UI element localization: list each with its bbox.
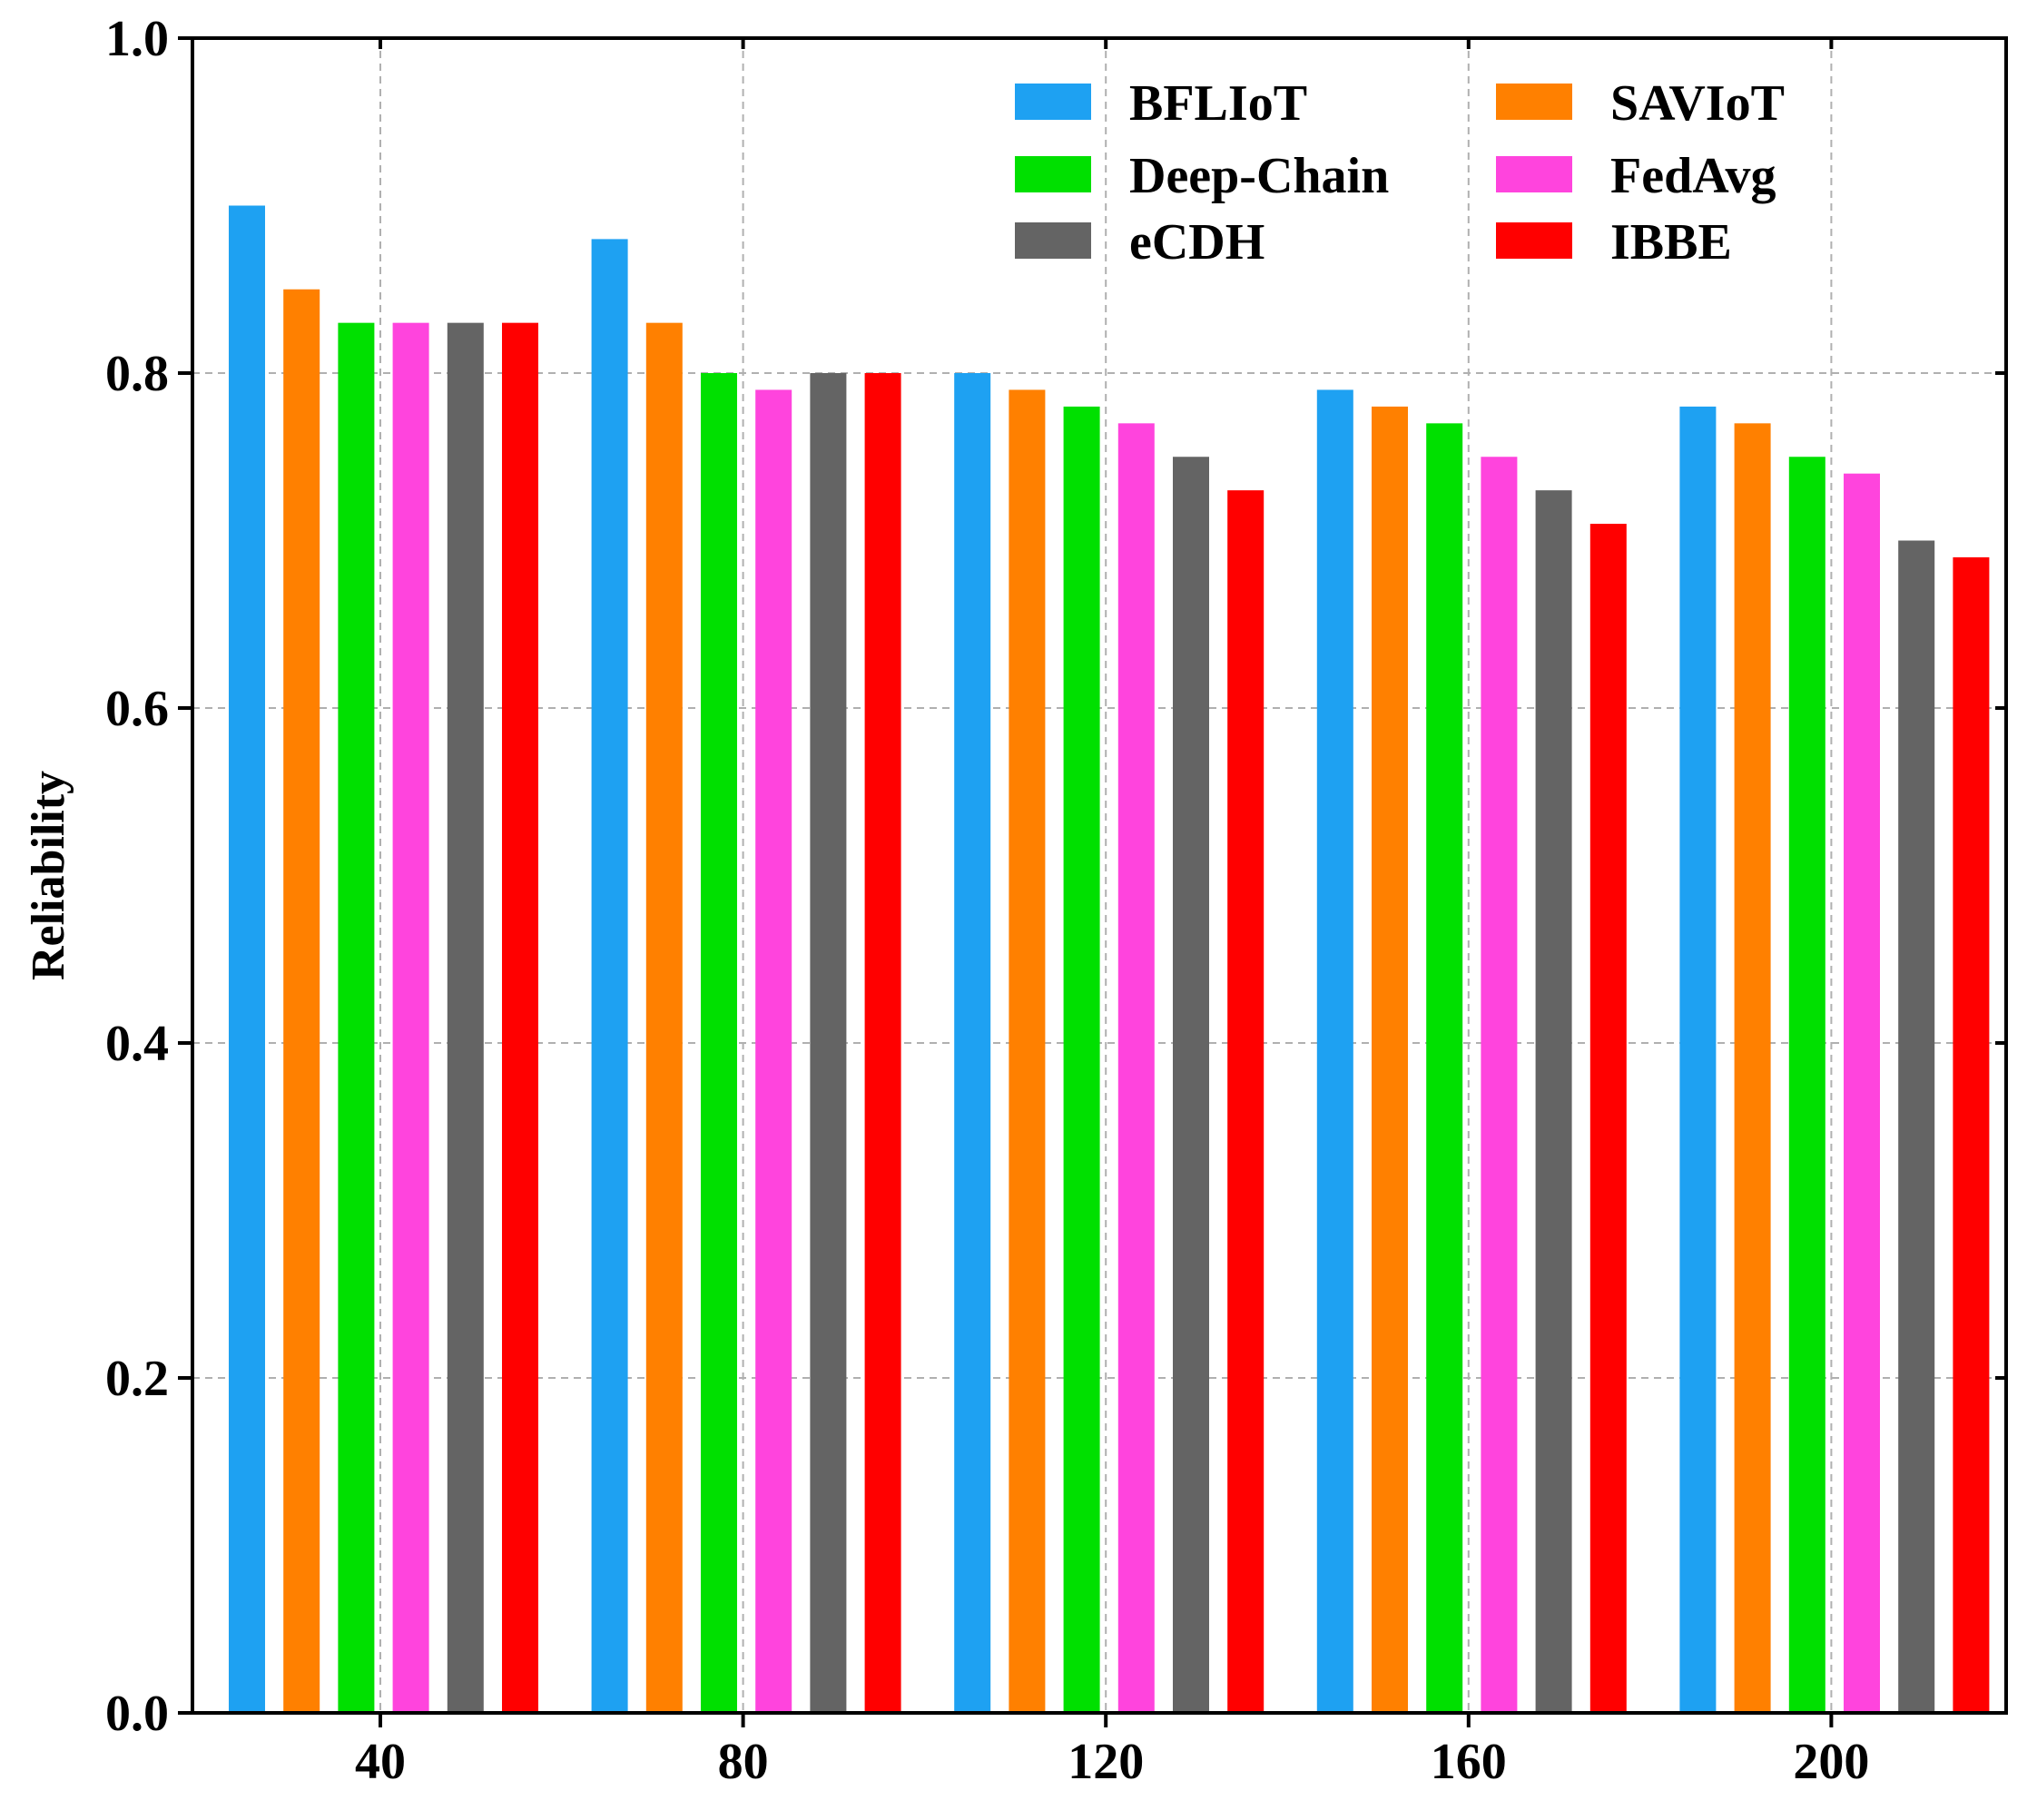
bar-ecdh-120 [1173, 457, 1209, 1713]
legend-label-saviot: SAVIoT [1610, 75, 1785, 132]
bar-saviot-120 [1009, 389, 1046, 1714]
bar-bfliot-80 [591, 239, 628, 1713]
axis-layer: 0.0 0.2 0.4 0.6 0.8 1.0 40 80 120 160 200 [105, 11, 2008, 1790]
y-tick-label: 0.0 [105, 1686, 169, 1742]
legend-label-fedavg: FedAvg [1610, 148, 1776, 204]
bar-ibbe-80 [864, 373, 901, 1713]
legend-label-ecdh: eCDH [1129, 214, 1265, 271]
legend-swatch-bfliot [1015, 84, 1091, 120]
bar-bfliot-160 [1316, 389, 1353, 1714]
y-tick-label: 1.0 [105, 11, 169, 67]
x-tick-label: 200 [1793, 1734, 1869, 1790]
bar-bfliot-40 [229, 205, 265, 1713]
bar-ecdh-80 [810, 373, 847, 1713]
bar-ibbe-160 [1589, 524, 1627, 1713]
x-tick-label: 40 [355, 1734, 406, 1790]
bar-deep-chain-160 [1426, 423, 1463, 1714]
bars-layer [229, 205, 1990, 1714]
bar-ecdh-160 [1535, 490, 1572, 1713]
y-axis-title: Reliability [23, 771, 74, 980]
y-tick-label: 0.2 [105, 1351, 169, 1407]
legend-swatch-ibbe [1496, 222, 1572, 259]
legend-swatch-deep-chain [1015, 156, 1091, 192]
bar-fedavg-160 [1481, 457, 1518, 1713]
bar-bfliot-200 [1679, 406, 1717, 1713]
bar-ecdh-200 [1898, 540, 1935, 1713]
bar-saviot-160 [1372, 406, 1408, 1713]
bar-fedavg-80 [755, 389, 792, 1714]
bar-deep-chain-200 [1788, 457, 1825, 1713]
bar-deep-chain-80 [701, 373, 737, 1713]
bar-fedavg-200 [1844, 473, 1880, 1714]
bar-saviot-80 [645, 322, 683, 1713]
y-tick-label: 0.6 [105, 681, 169, 737]
x-tick-label: 160 [1431, 1734, 1507, 1790]
legend-swatch-saviot [1496, 84, 1572, 120]
legend-swatch-ecdh [1015, 222, 1091, 259]
legend-swatch-fedavg [1496, 156, 1572, 192]
bar-ecdh-40 [447, 322, 484, 1713]
y-tick-label: 0.8 [105, 346, 169, 402]
bar-ibbe-40 [502, 322, 538, 1713]
legend-label-ibbe: IBBE [1610, 214, 1732, 271]
legend-label-deep-chain: Deep-Chain [1129, 148, 1389, 204]
bar-fedavg-120 [1117, 423, 1155, 1714]
bar-fedavg-40 [392, 322, 429, 1713]
y-tick-label: 0.4 [105, 1016, 169, 1072]
bar-deep-chain-40 [338, 322, 375, 1713]
bar-ibbe-200 [1953, 556, 1990, 1714]
plot-frame [191, 36, 2008, 1715]
bar-saviot-40 [283, 289, 320, 1713]
x-tick-label: 80 [718, 1734, 769, 1790]
legend: BFLIoT SAVIoT Deep-Chain FedAvg eCDH IBBE [1015, 75, 1785, 271]
bar-saviot-200 [1734, 423, 1771, 1714]
bar-deep-chain-120 [1063, 406, 1100, 1713]
legend-label-bfliot: BFLIoT [1129, 75, 1307, 132]
bar-ibbe-120 [1227, 490, 1265, 1713]
bar-bfliot-120 [954, 373, 991, 1713]
x-tick-label: 120 [1068, 1734, 1144, 1790]
